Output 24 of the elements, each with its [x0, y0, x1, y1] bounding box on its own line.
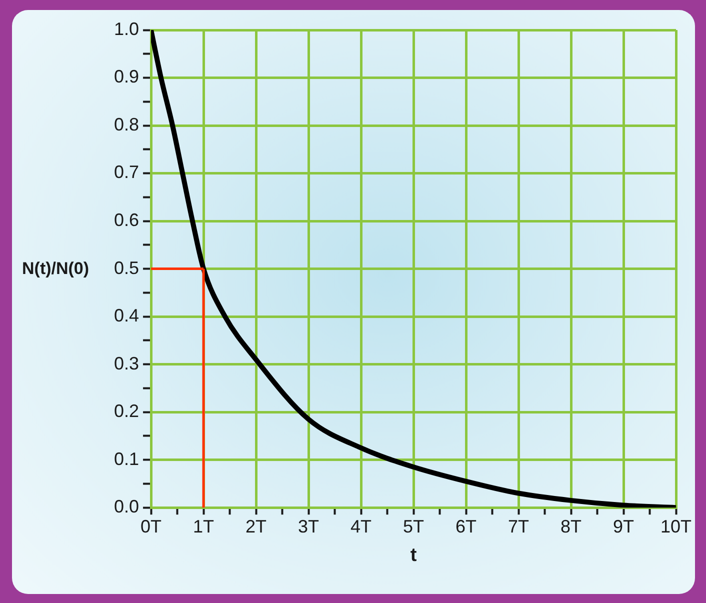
y-tick-label: 0.6	[114, 210, 140, 230]
x-tick-label: 9T	[612, 516, 634, 536]
y-tick-label: 0.4	[114, 306, 140, 326]
x-tick-label: 2T	[246, 516, 267, 536]
y-tick-label: 0.0	[114, 496, 140, 517]
x-axis-title: t	[410, 544, 418, 566]
x-tick-label: 6T	[456, 516, 477, 536]
y-tick-label: 0.1	[114, 448, 140, 469]
y-tick-label: 0.5	[114, 258, 140, 278]
y-tick-label: 0.2	[114, 401, 140, 422]
x-tick-label: 8T	[560, 516, 582, 536]
y-axis-title: N(t)/N(0)	[22, 258, 90, 279]
y-tick-label: 0.7	[114, 162, 140, 182]
x-tick-label: 3T	[298, 516, 320, 536]
x-tick-label: 0T	[140, 516, 162, 536]
x-tick-label: 7T	[508, 516, 530, 536]
x-tick-label: 1T	[193, 516, 214, 536]
y-tick-label: 0.8	[114, 114, 140, 134]
x-tick-label: 10T	[660, 516, 692, 536]
y-tick-label: 0.3	[114, 353, 140, 374]
x-tick-label: 5T	[403, 516, 424, 536]
x-tick-label: 4T	[350, 516, 372, 536]
y-tick-label: 1.0	[114, 18, 140, 39]
y-tick-label: 0.9	[114, 66, 140, 87]
